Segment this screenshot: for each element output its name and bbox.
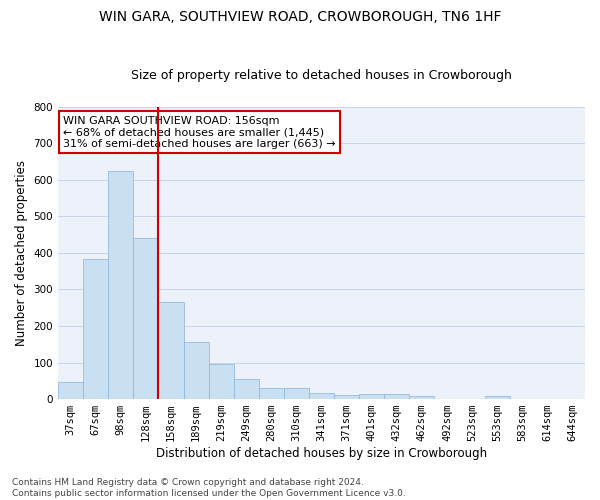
Bar: [158, 302, 184, 399]
Bar: [83, 259, 108, 399]
Bar: [209, 364, 233, 399]
Text: WIN GARA SOUTHVIEW ROAD: 156sqm
← 68% of detached houses are smaller (1,445)
31%: WIN GARA SOUTHVIEW ROAD: 156sqm ← 68% of…: [64, 116, 336, 148]
Bar: [384, 394, 409, 399]
Bar: [108, 172, 133, 399]
Bar: [284, 388, 309, 399]
Text: Contains HM Land Registry data © Crown copyright and database right 2024.
Contai: Contains HM Land Registry data © Crown c…: [12, 478, 406, 498]
X-axis label: Distribution of detached houses by size in Crowborough: Distribution of detached houses by size …: [156, 447, 487, 460]
Text: WIN GARA, SOUTHVIEW ROAD, CROWBOROUGH, TN6 1HF: WIN GARA, SOUTHVIEW ROAD, CROWBOROUGH, T…: [99, 10, 501, 24]
Bar: [233, 379, 259, 399]
Bar: [184, 342, 209, 399]
Bar: [133, 238, 158, 399]
Bar: [409, 396, 434, 399]
Bar: [58, 382, 83, 399]
Bar: [334, 394, 359, 399]
Bar: [359, 394, 384, 399]
Bar: [259, 388, 284, 399]
Title: Size of property relative to detached houses in Crowborough: Size of property relative to detached ho…: [131, 69, 512, 82]
Bar: [309, 392, 334, 399]
Y-axis label: Number of detached properties: Number of detached properties: [15, 160, 28, 346]
Bar: [485, 396, 510, 399]
